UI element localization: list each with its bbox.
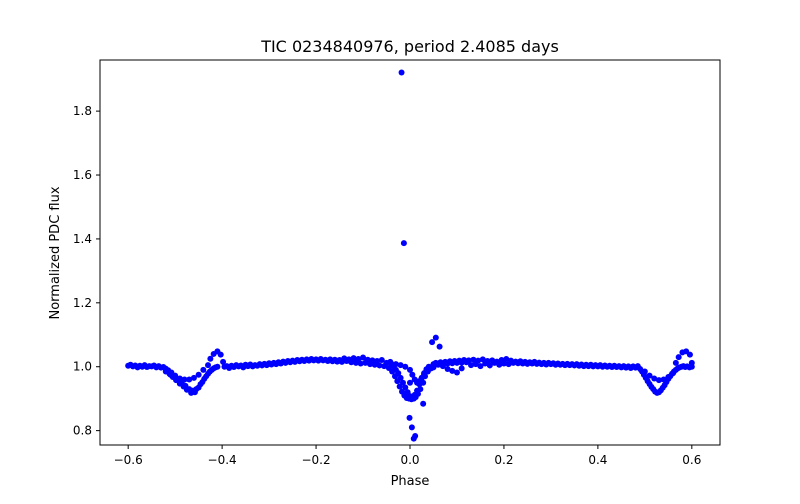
data-point	[357, 360, 364, 367]
data-point	[162, 368, 169, 375]
data-point	[412, 433, 419, 440]
data-points	[125, 69, 695, 442]
data-point	[369, 357, 376, 364]
data-point	[399, 379, 406, 386]
data-point	[500, 360, 507, 367]
data-point	[670, 370, 677, 377]
y-tick-label: 1.0	[73, 360, 92, 374]
data-point	[646, 372, 653, 379]
data-point	[436, 343, 443, 350]
data-point	[484, 357, 491, 364]
y-tick-label: 0.8	[73, 424, 92, 438]
data-point	[449, 367, 456, 374]
x-tick-label: 0.0	[400, 453, 419, 467]
data-point	[465, 357, 472, 364]
x-axis-label: Phase	[391, 474, 430, 489]
data-point	[376, 362, 383, 369]
data-point	[432, 334, 439, 341]
x-tick-label: −0.6	[114, 453, 143, 467]
data-point	[651, 375, 658, 382]
data-point	[200, 366, 207, 373]
data-point	[414, 390, 421, 397]
data-point	[453, 369, 460, 376]
chart-title: TIC 0234840976, period 2.4085 days	[260, 37, 559, 56]
data-point	[675, 354, 682, 361]
data-point	[688, 359, 695, 366]
data-point	[672, 359, 679, 366]
data-point	[397, 374, 404, 381]
data-point	[665, 373, 672, 380]
x-tick-label: 0.6	[682, 453, 701, 467]
data-point	[402, 384, 409, 391]
data-point	[641, 368, 648, 375]
data-point	[195, 371, 202, 378]
data-point	[350, 355, 357, 362]
data-point	[425, 365, 432, 372]
data-point	[407, 366, 413, 373]
data-point	[444, 365, 451, 372]
data-point	[378, 357, 385, 364]
y-tick-label: 1.4	[73, 232, 92, 246]
y-tick-label: 1.6	[73, 168, 92, 182]
data-point	[398, 69, 405, 76]
data-point	[217, 351, 224, 358]
data-point	[181, 376, 188, 383]
x-axis-ticks: −0.6 −0.4 −0.2 0.0 0.2 0.4 0.6	[114, 445, 701, 467]
y-axis-ticks: 0.8 1.0 1.2 1.4 1.6 1.8	[73, 104, 100, 438]
data-point	[400, 240, 407, 247]
data-point	[167, 371, 174, 378]
data-point	[420, 400, 427, 407]
data-point	[364, 356, 371, 363]
x-tick-label: −0.2	[301, 453, 330, 467]
x-tick-label: 0.4	[588, 453, 607, 467]
data-point	[470, 356, 477, 363]
data-point	[686, 351, 693, 358]
data-point	[176, 375, 183, 382]
y-tick-label: 1.8	[73, 104, 92, 118]
data-point	[360, 354, 367, 361]
x-tick-label: −0.4	[208, 453, 237, 467]
data-point	[503, 356, 510, 363]
data-point	[486, 362, 493, 369]
data-point	[429, 339, 436, 346]
data-point	[458, 365, 465, 372]
data-point	[407, 379, 413, 386]
data-point	[388, 360, 395, 367]
data-point	[409, 371, 416, 378]
data-point	[408, 424, 415, 431]
data-point	[660, 376, 667, 383]
data-point	[172, 373, 179, 380]
data-point	[475, 357, 482, 364]
data-point	[496, 361, 503, 368]
data-point	[397, 362, 404, 369]
x-tick-label: 0.2	[494, 453, 513, 467]
data-point	[186, 376, 193, 383]
data-point	[190, 374, 197, 381]
data-point	[355, 356, 362, 363]
data-point	[220, 358, 227, 365]
data-point	[406, 414, 413, 421]
data-point	[655, 377, 662, 384]
data-point	[214, 363, 221, 370]
data-point	[417, 386, 424, 393]
data-point	[205, 362, 212, 369]
data-point	[402, 363, 409, 370]
data-point	[395, 370, 402, 377]
data-point	[477, 363, 484, 370]
y-axis-label: Normalized PDC flux	[48, 186, 63, 319]
y-tick-label: 1.2	[73, 296, 92, 310]
data-point	[207, 355, 214, 362]
data-point	[374, 357, 381, 364]
data-point	[468, 362, 475, 369]
data-point	[392, 361, 399, 368]
